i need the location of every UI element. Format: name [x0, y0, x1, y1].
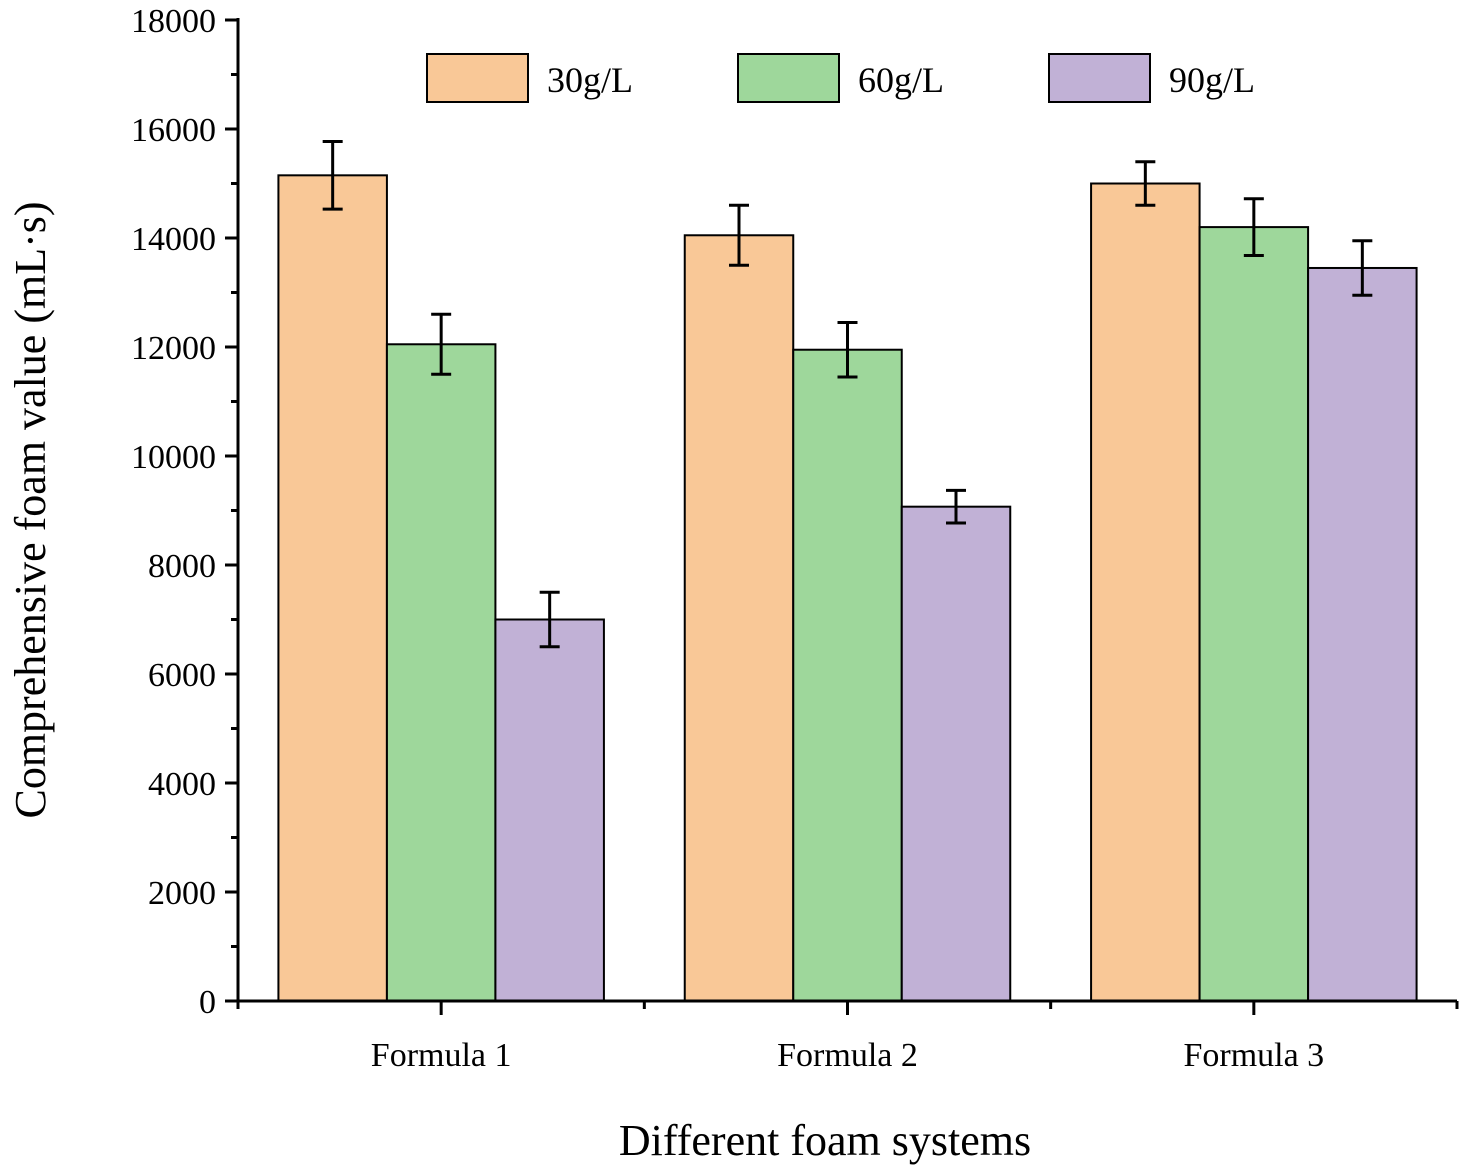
legend-swatch	[426, 53, 529, 103]
bar-60g-l-formula-1	[385, 343, 497, 1002]
legend: 30g/L 60g/L 90g/L	[426, 53, 1255, 103]
error-bar-60g-l-formula-2	[837, 320, 858, 379]
x-axis-title: Different foam systems	[619, 1116, 1031, 1165]
legend-item-60g-l: 60g/L	[737, 53, 944, 103]
legend-label: 30g/L	[547, 60, 633, 100]
axes-layer: 0 2000 4000 6000 8000 10000 12000 14000 16000 180…	[131, 3, 1459, 1074]
bar-60g-l-formula-2	[792, 348, 903, 1003]
legend-swatch	[1048, 53, 1151, 103]
bar-90g-l-formula-2	[900, 505, 1012, 1002]
y-axis-title: Comprehensive foam value (mL·s)	[6, 201, 55, 818]
x-tick-label-formula-2: Formula 2	[777, 1037, 918, 1074]
y-tick-label: 16000	[131, 112, 216, 149]
error-bar-90g-l-formula-3	[1352, 239, 1373, 297]
error-bar-30g-l-formula-1	[322, 140, 343, 211]
y-tick-label: 0	[199, 984, 216, 1021]
bar-30g-l-formula-1	[277, 174, 388, 1002]
error-bar-30g-l-formula-2	[729, 203, 749, 267]
legend-swatch	[737, 53, 840, 103]
error-bar-30g-l-formula-3	[1135, 160, 1156, 207]
bar-90g-l-formula-1	[494, 618, 605, 1002]
y-tick-label: 2000	[148, 875, 216, 912]
y-tick-label: 8000	[148, 548, 216, 585]
legend-item-90g-l: 90g/L	[1048, 53, 1255, 103]
legend-label: 90g/L	[1169, 60, 1255, 100]
bars-layer	[277, 140, 1418, 1003]
legend-item-30g-l: 30g/L	[426, 53, 633, 103]
legend-label: 60g/L	[858, 60, 944, 100]
bar-30g-l-formula-2	[683, 234, 795, 1002]
y-tick-label: 14000	[131, 221, 216, 258]
y-tick-label: 4000	[148, 766, 216, 803]
error-bar-60g-l-formula-3	[1243, 197, 1264, 257]
error-bar-60g-l-formula-1	[431, 312, 452, 376]
y-tick-label: 6000	[148, 657, 216, 694]
y-tick-label: 18000	[131, 3, 216, 40]
bar-30g-l-formula-3	[1090, 182, 1201, 1002]
y-tick-label: 12000	[131, 330, 216, 367]
y-tick-label: 10000	[131, 439, 216, 476]
bar-60g-l-formula-3	[1198, 226, 1310, 1003]
bar-90g-l-formula-3	[1307, 266, 1418, 1003]
error-bar-90g-l-formula-1	[539, 590, 560, 649]
x-tick-label-formula-3: Formula 3	[1183, 1037, 1324, 1074]
error-bar-90g-l-formula-2	[946, 488, 966, 525]
x-tick-label-formula-1: Formula 1	[371, 1037, 512, 1074]
